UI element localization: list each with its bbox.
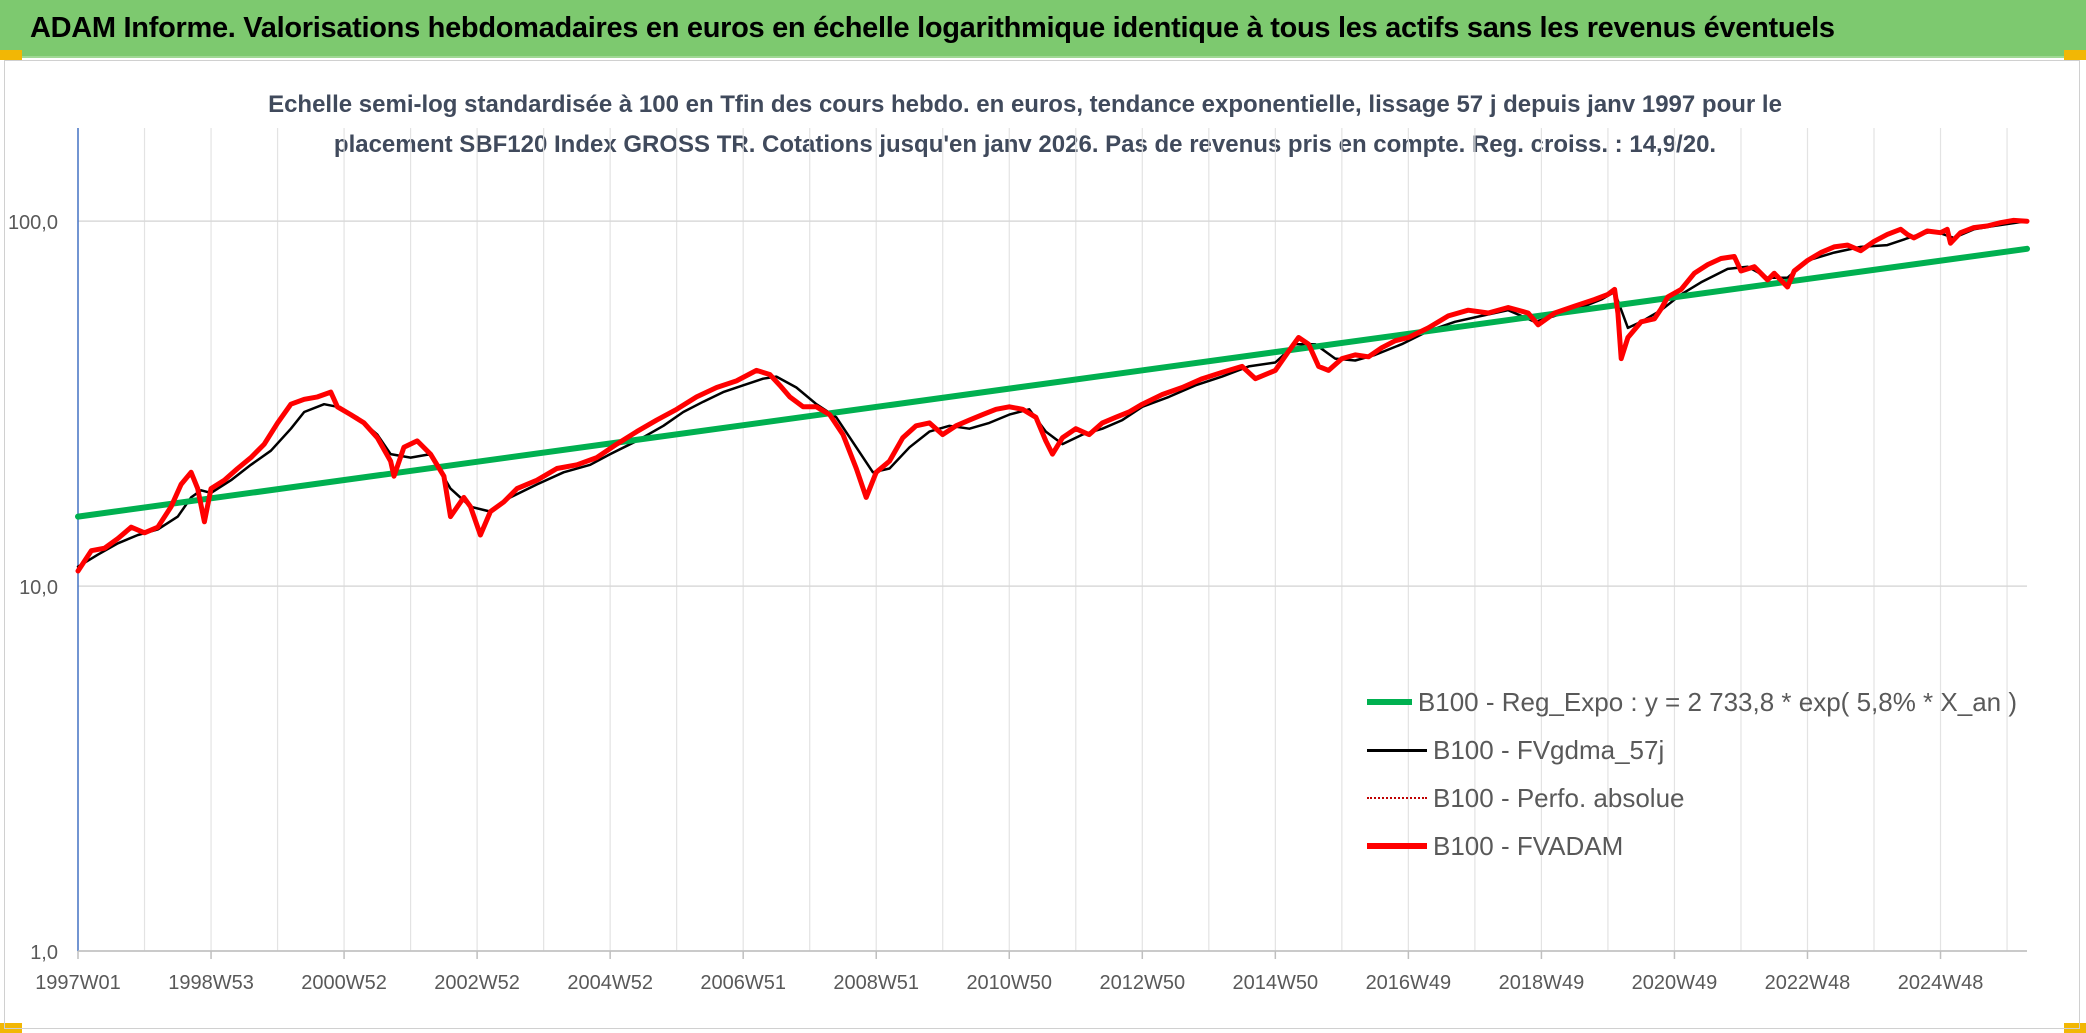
legend-item-absolute-perf: B100 - Perfo. absolue — [1367, 774, 2017, 822]
legend-swatch-fvadam — [1367, 843, 1427, 849]
chart-legend: B100 - Reg_Expo : y = 2 733,8 * exp( 5,8… — [1367, 678, 2017, 870]
x-tick-label: 2020W49 — [1632, 972, 1718, 994]
legend-item-regression: B100 - Reg_Expo : y = 2 733,8 * exp( 5,8… — [1367, 678, 2017, 726]
x-tick-label: 2004W52 — [567, 972, 653, 994]
x-tick-label: 2002W52 — [434, 972, 520, 994]
x-tick-label: 2012W50 — [1099, 972, 1185, 994]
series-line-regression — [75, 245, 2030, 520]
x-tick-label: 2022W48 — [1765, 972, 1851, 994]
page-title: ADAM Informe. Valorisations hebdomadaire… — [30, 11, 1835, 44]
legend-label-smoothed: B100 - FVgdma_57j — [1433, 734, 1665, 765]
corner-marker-top-right — [2064, 50, 2086, 60]
legend-label-fvadam: B100 - FVADAM — [1433, 830, 1624, 861]
x-tick-label: 2010W50 — [966, 972, 1052, 994]
x-tick-label: 2018W49 — [1499, 972, 1585, 994]
x-tick-label: 2008W51 — [833, 972, 919, 994]
legend-swatch-smoothed — [1367, 748, 1427, 752]
legend-swatch-absolute-perf — [1367, 797, 1427, 799]
y-tick-label: 10,0 — [19, 577, 58, 599]
x-tick-label: 2014W50 — [1233, 972, 1319, 994]
legend-swatch-regression — [1367, 699, 1412, 705]
x-tick-label: 2024W48 — [1898, 972, 1984, 994]
x-tick-label: 1997W01 — [35, 972, 121, 994]
x-tick-label: 2006W51 — [700, 972, 786, 994]
legend-label-regression: B100 - Reg_Expo : y = 2 733,8 * exp( 5,8… — [1417, 686, 2017, 717]
legend-item-smoothed: B100 - FVgdma_57j — [1367, 726, 2017, 774]
series-line-smoothed — [76, 219, 2029, 568]
x-tick-label: 2016W49 — [1366, 972, 1452, 994]
chart-subtitle-line-1: Echelle semi-log standardisée à 100 en T… — [268, 91, 1782, 118]
y-tick-label: 100,0 — [8, 212, 58, 234]
x-tick-label: 1998W53 — [168, 972, 254, 994]
chart-frame — [4, 60, 2080, 1029]
series-line-fvadam — [75, 217, 2030, 574]
chart-subtitle-line-2: placement SBF120 Index GROSS TR. Cotatio… — [333, 131, 1717, 158]
legend-label-absolute-perf: B100 - Perfo. absolue — [1433, 782, 1685, 813]
legend-item-fvadam: B100 - FVADAM — [1367, 822, 2017, 870]
title-bar: ADAM Informe. Valorisations hebdomadaire… — [0, 0, 2086, 58]
chart-subtitle: Echelle semi-log standardisée à 100 en T… — [150, 85, 1900, 165]
x-tick-label: 2000W52 — [301, 972, 387, 994]
y-tick-label: 1,0 — [30, 942, 58, 964]
corner-marker-top-left — [0, 50, 22, 60]
